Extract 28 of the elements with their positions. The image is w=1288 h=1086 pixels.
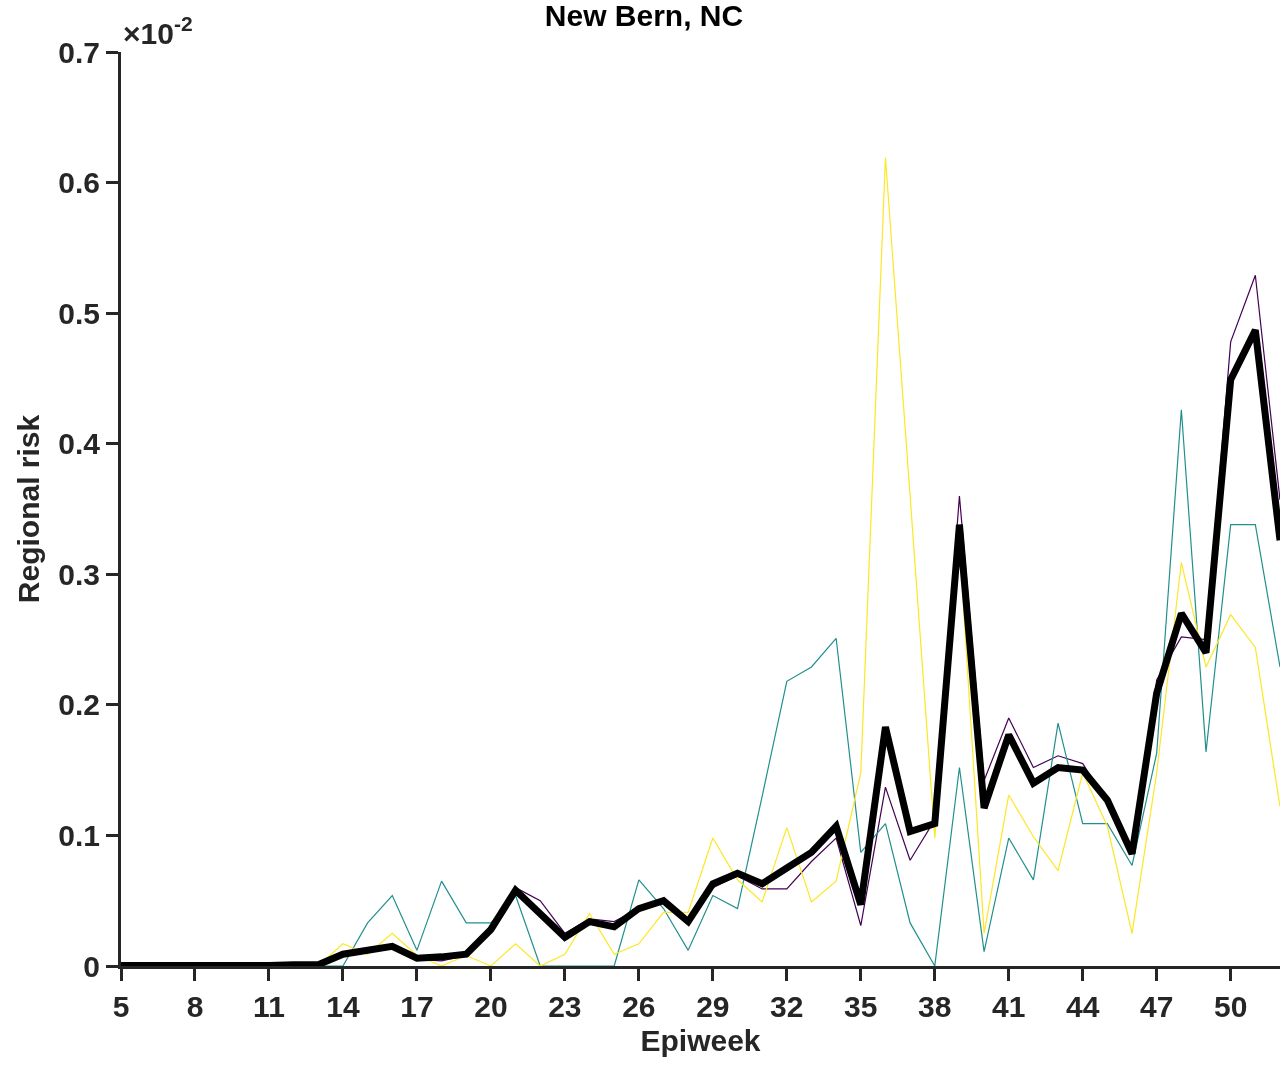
x-tick-label: 20 [474,990,508,1023]
x-tick-label: 38 [918,990,952,1023]
x-tick-label: 44 [1066,990,1100,1023]
x-tick-label: 23 [548,990,582,1023]
x-tick-label: 50 [1213,990,1248,1023]
y-tick-label: 0.2 [58,688,100,722]
text: ×10$^{-2}$ [123,12,193,50]
y-tick-label: 0.6 [58,166,100,200]
x-tick-label: 14 [326,990,360,1023]
y-tick-label: 0.4 [58,427,101,461]
x-tick-label: 8 [186,990,204,1023]
x-axis-title: Epiweek [640,1023,761,1057]
x-tick-label: 17 [400,990,434,1023]
y-tick-label: 0.7 [58,35,100,69]
x-tick-label: 29 [696,990,730,1023]
y-tick-label: 0.1 [58,818,100,852]
x-tick-label: 41 [992,990,1026,1023]
chart-title: New Bern, NC [544,0,744,33]
y-tick-label: 0 [83,949,100,983]
x-tick-label: 35 [844,990,878,1023]
y-tick-label: 0.5 [58,296,100,330]
x-tick-label: 47 [1140,990,1174,1023]
y-axis-title: Regional risk [12,414,46,604]
x-tick-label: 11 [253,990,285,1023]
x-tick-label: 26 [622,990,656,1023]
y-tick-label: 0.3 [58,557,100,591]
x-tick-label: 5 [112,990,130,1023]
x-tick-label: 32 [770,990,804,1023]
